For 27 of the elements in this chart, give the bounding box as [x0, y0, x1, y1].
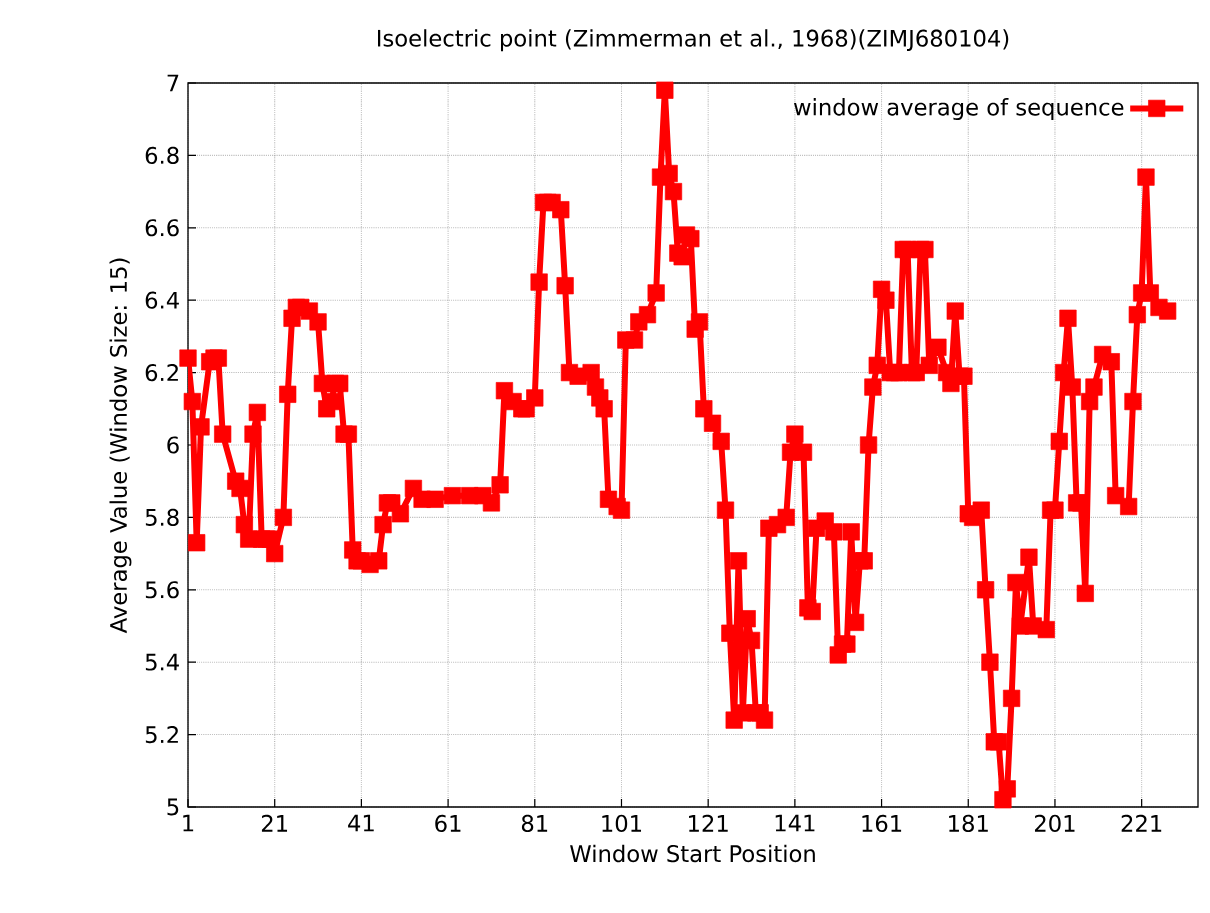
y-tick-label: 5.4 — [145, 653, 179, 671]
y-tick-label: 5 — [167, 798, 179, 816]
y-tick-label: 6.8 — [145, 146, 179, 164]
x-tick-label: 181 — [949, 814, 988, 832]
x-tick-label: 121 — [689, 814, 728, 832]
y-tick-label: 5.8 — [145, 508, 179, 526]
x-tick-label: 61 — [435, 814, 461, 832]
legend-label: window average of sequence — [794, 98, 1124, 121]
y-axis-title: Average Value (Window Size: 15) — [109, 258, 132, 634]
chart-title: Isoelectric point (Zimmerman et al., 1968)(ZIMJ680104) — [377, 29, 1009, 52]
x-axis-title: Window Start Position — [570, 844, 815, 863]
y-tick-label: 5.6 — [145, 581, 179, 599]
y-tick-label: 6 — [167, 436, 179, 454]
y-tick-label: 6.6 — [145, 219, 179, 237]
x-tick-label: 201 — [1034, 814, 1075, 832]
x-tick-label: 141 — [775, 814, 815, 832]
x-tick-label: 221 — [1121, 814, 1162, 832]
x-tick-label: 41 — [348, 814, 374, 832]
y-tick-label: 7 — [167, 74, 179, 92]
x-tick-label: 1 — [183, 814, 194, 832]
y-tick-label: 6.4 — [145, 291, 179, 309]
x-tick-label: 81 — [521, 814, 548, 832]
x-tick-label: 161 — [862, 814, 902, 832]
x-tick-label: 21 — [261, 814, 288, 832]
x-tick-label: 101 — [602, 814, 642, 832]
y-tick-label: 5.2 — [145, 726, 178, 744]
y-tick-label: 6.2 — [145, 364, 178, 382]
